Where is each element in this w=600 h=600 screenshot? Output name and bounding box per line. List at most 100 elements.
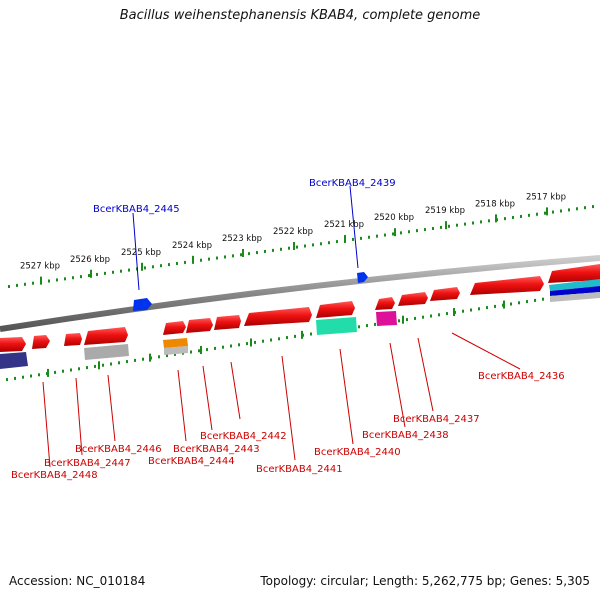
ruler-dot [312,243,314,247]
lower-dot [374,322,376,326]
lower-dot [254,340,256,344]
label-leader-line [339,348,354,445]
gene-arrow [470,276,544,295]
gene-arrow [375,297,395,310]
ruler-dot [384,233,386,237]
ruler-major-tick [445,221,447,230]
ruler-dot [576,207,578,211]
lower-dot [278,337,280,341]
gene-arrow [32,335,50,349]
lower-dot [438,313,440,317]
ruler-major-tick [344,235,346,244]
ruler-dot [584,206,586,210]
accession-label: Accession: NC_010184 [9,574,146,588]
lower-dot [470,308,472,312]
ruler-dot [592,205,594,209]
label-leader-line [281,355,296,461]
ruler-dot [504,217,506,221]
lower-dot [246,342,248,346]
label-leader-line [417,337,434,412]
gene-block-magenta [376,311,397,326]
lower-dot [222,345,224,349]
gene-label-bottom: BcerKBAB4_2444 [148,456,235,467]
ruler-dot [176,262,178,266]
lower-dot [238,343,240,347]
ruler-major-tick [394,228,396,237]
lower-dot [398,319,400,323]
ruler-dot [544,211,546,215]
gene-block-teal [316,317,357,335]
lower-major-tick [402,315,404,324]
ruler-dot [568,208,570,212]
label-leader-line [75,377,83,456]
ruler-tick-label: 2521 kbp [324,220,364,230]
lower-major-tick [98,361,100,370]
lower-dot [54,370,56,374]
gene-label-bottom: BcerKBAB4_2437 [393,414,480,425]
ruler-dot [104,271,106,275]
ruler-tick-label: 2519 kbp [425,206,465,216]
lower-dot [214,346,216,350]
gene-block-navy [0,352,28,369]
ruler-dot [320,242,322,246]
gene-label-bottom: BcerKBAB4_2438 [362,430,449,441]
ruler-dot [440,225,442,229]
lower-dot [78,367,80,371]
gene-block-blue [550,286,600,296]
lower-dot [102,363,104,367]
gene-label-bottom: BcerKBAB4_2447 [44,458,131,469]
ruler-dot [512,216,514,220]
ruler-dot [224,255,226,259]
lower-dot [366,324,368,328]
lower-major-tick [503,300,505,309]
ruler-dot [120,269,122,273]
lower-dot [62,369,64,373]
ruler-dot [536,212,538,216]
gene-features [0,264,600,369]
lower-dot [310,332,312,336]
genome-backbone [0,255,600,332]
lower-dot [526,300,528,304]
ruler-dot [256,251,258,255]
gene-arrow [398,292,428,306]
lower-major-tick [200,346,202,354]
lower-dot [262,339,264,343]
lower-dot [542,297,544,301]
ruler-dot [32,281,34,285]
lower-major-tick [453,308,455,317]
gene-label-bottom: BcerKBAB4_2442 [200,431,287,442]
topology-label: Topology: circular; Length: 5,262,775 bp… [260,574,590,588]
label-leader-line [349,185,359,269]
gene-labels: BcerKBAB4_2445 BcerKBAB4_2439 BcerKBAB4_24… [11,178,565,481]
lower-dot [358,325,360,329]
ruler-dot [56,278,58,282]
label-leader-line [42,381,51,468]
gene-label-bottom: BcerKBAB4_2436 [478,371,565,382]
lower-dot [38,373,40,377]
ruler-dot [88,274,90,278]
lower-dot [494,304,496,308]
ruler-dot [416,229,418,233]
ruler-dot [240,253,242,257]
ruler-dot [528,213,530,217]
ruler-dot [128,268,130,272]
label-leader-line [132,212,140,291]
ruler-major-tick [495,214,497,223]
gene-block-silver [84,344,129,360]
gene-arrow [163,321,186,335]
ruler-dot [160,264,162,268]
map-title: Bacillus weihenstephanensis KBAB4, compl… [119,8,481,23]
ruler-dot [264,249,266,253]
lower-dot [286,336,288,340]
ruler-dot [336,240,338,244]
ruler-tick-label: 2517 kbp [526,192,566,202]
gene-block-orange [163,338,188,348]
ruler-dot [456,223,458,227]
ruler-dot [80,275,82,279]
gene-arrow [0,337,26,352]
ruler-dot [232,254,234,258]
lower-dot [118,361,120,365]
label-leader-line [389,342,406,428]
